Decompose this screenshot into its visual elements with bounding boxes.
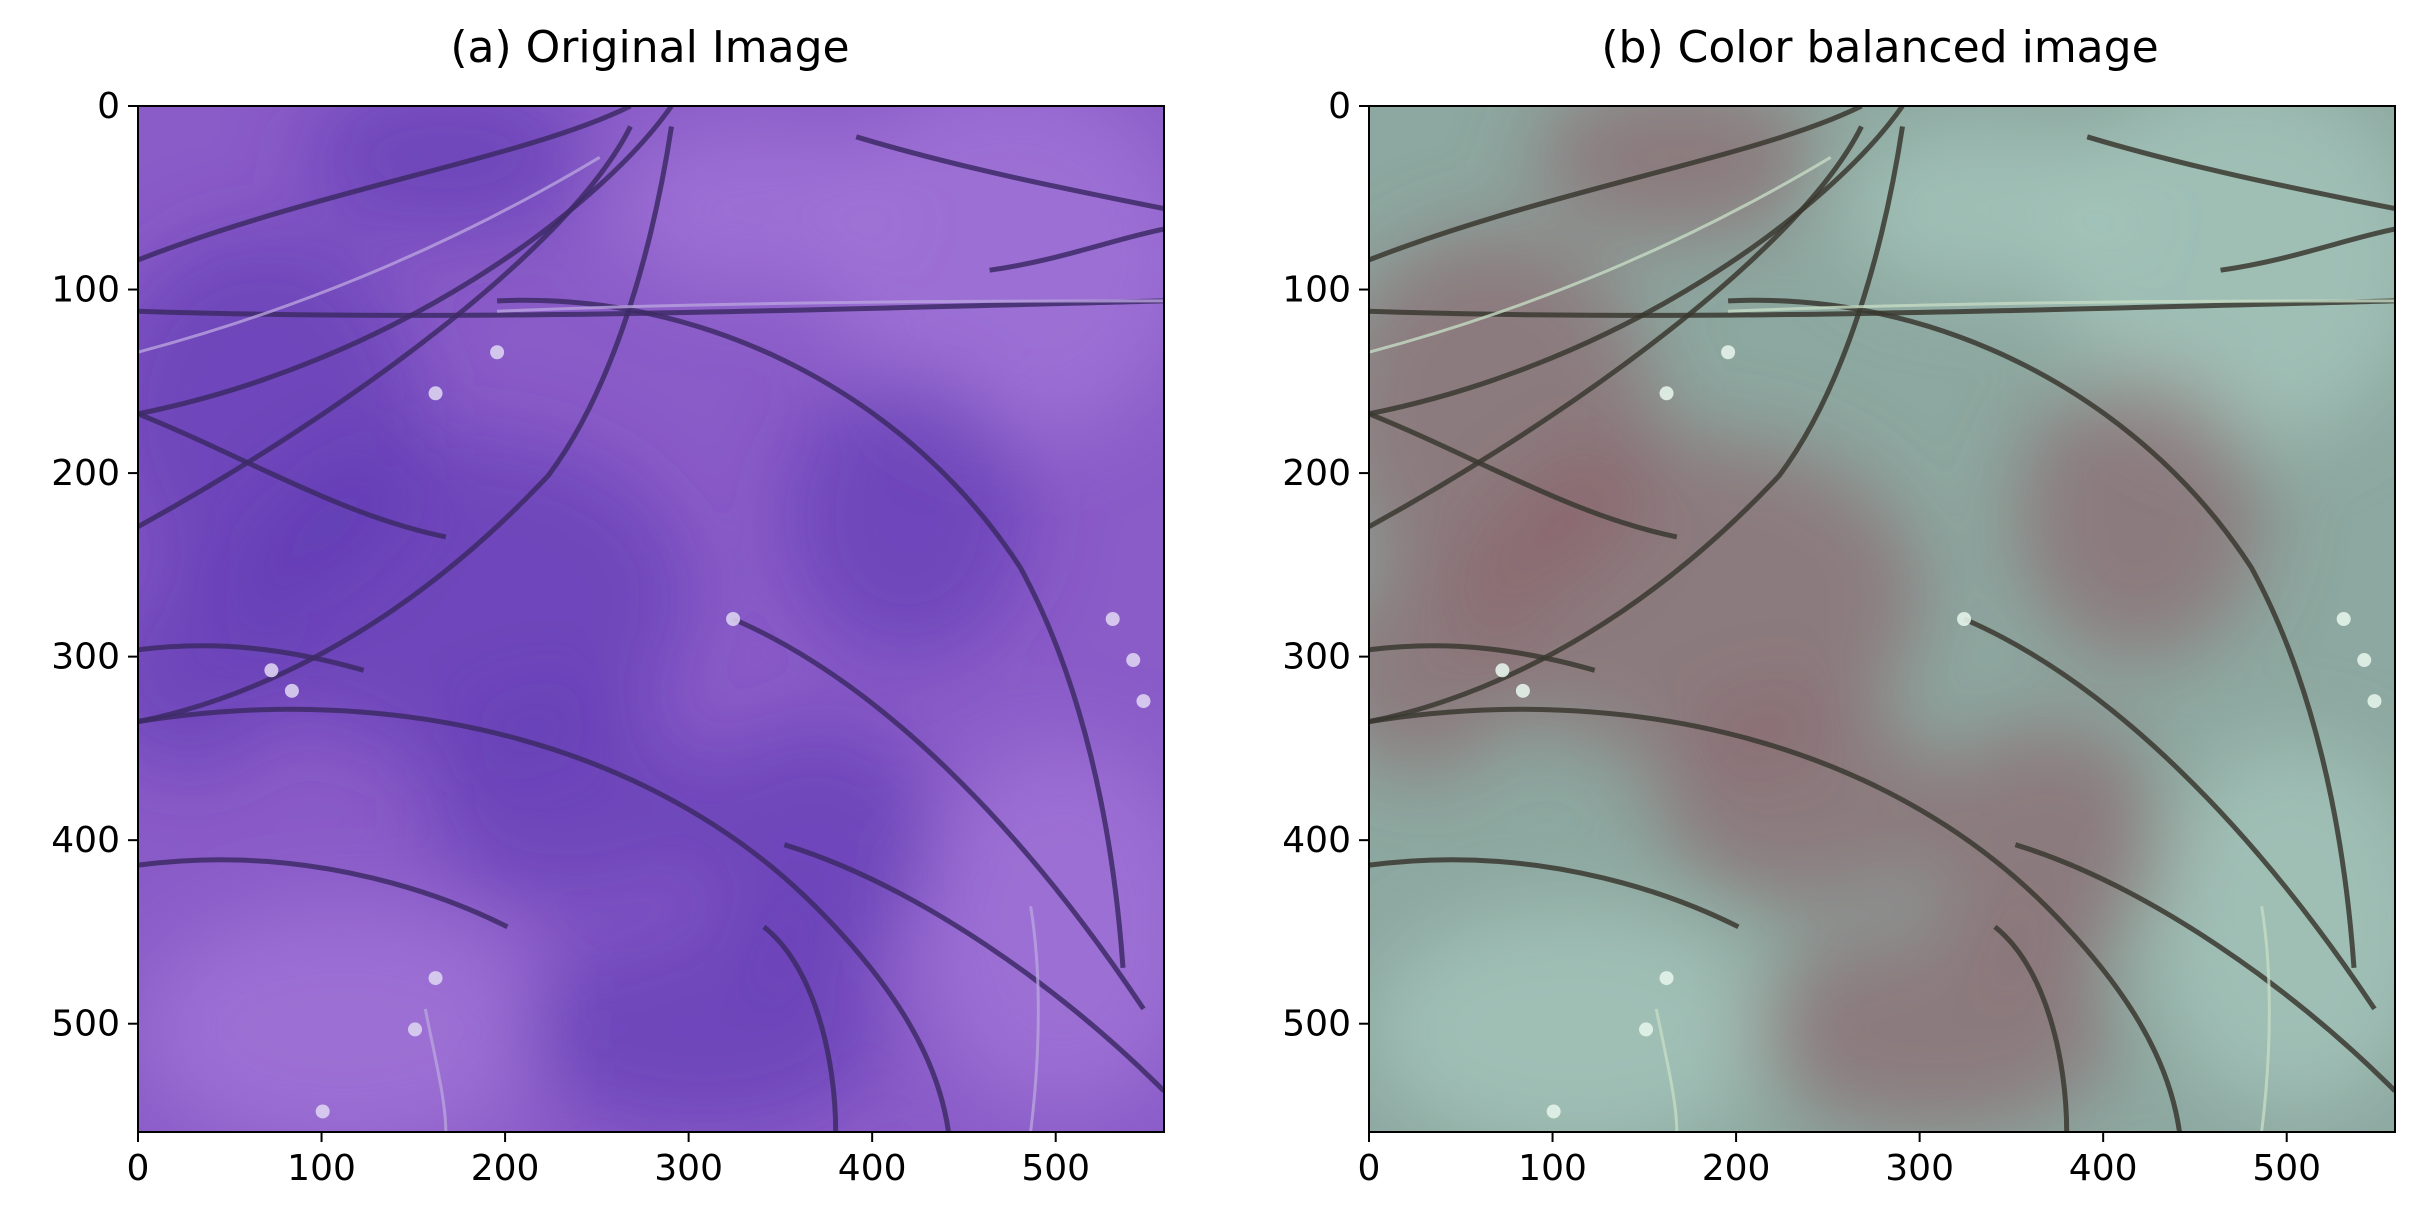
- x-tick-label: 300: [654, 1148, 723, 1189]
- speck: [408, 1022, 423, 1037]
- speck: [1721, 345, 1736, 360]
- speck: [1136, 694, 1151, 709]
- speck: [428, 971, 443, 986]
- speck: [2367, 694, 2382, 709]
- speck: [264, 663, 279, 678]
- hair-strand: [1369, 125, 1864, 529]
- speck: [1659, 386, 1674, 401]
- hair-strand: [138, 857, 509, 930]
- hair-strand: [1369, 643, 1596, 673]
- hair-strand: [989, 226, 1164, 273]
- hair-strand: [138, 156, 601, 354]
- speck: [315, 1104, 330, 1119]
- y-tick-label: 400: [51, 820, 120, 861]
- hair-strand: [1727, 297, 2357, 968]
- hair-strand: [138, 125, 633, 529]
- hair-strand: [732, 616, 1146, 1011]
- y-tick-label: 200: [51, 453, 120, 494]
- x-tick-label: 0: [127, 1148, 150, 1189]
- speck: [1957, 612, 1972, 626]
- hair-strand: [1993, 924, 2070, 1132]
- hair-strand: [1369, 298, 2395, 318]
- y-tick-label: 0: [97, 86, 120, 127]
- hair-strand: [1369, 126, 1905, 725]
- hair-strand: [1728, 299, 2395, 313]
- speck: [490, 345, 505, 360]
- hair-strand: [855, 134, 1164, 212]
- hair-strand: [138, 106, 632, 263]
- hair-strand: [138, 706, 951, 1132]
- speck: [2336, 612, 2351, 626]
- y-tick-label: 300: [51, 637, 120, 678]
- hair-strand: [1369, 156, 1832, 354]
- hair-strand: [496, 297, 1126, 968]
- hair-strand: [423, 1008, 448, 1132]
- hair-strand: [138, 643, 365, 673]
- hair-strand: [1029, 906, 1040, 1132]
- speck: [1495, 663, 1510, 678]
- x-tick-label: 100: [1518, 1148, 1587, 1189]
- x-tick-label: 100: [287, 1148, 356, 1189]
- y-tick-label: 100: [51, 270, 120, 311]
- x-tick-label: 200: [1702, 1148, 1771, 1189]
- y-tick-label: 0: [1328, 86, 1351, 127]
- hair-strand: [2086, 134, 2395, 212]
- x-tick-label: 500: [1021, 1148, 1090, 1189]
- axes-frame: [137, 105, 1165, 1133]
- hair-strand: [1369, 106, 1863, 263]
- image-balanced: [1369, 106, 2395, 1132]
- x-tick-label: 0: [1358, 1148, 1381, 1189]
- hair-strand: [1963, 616, 2377, 1011]
- hair-strand: [2220, 226, 2395, 273]
- hair-strand: [138, 126, 674, 725]
- hair-strand: [1369, 106, 1905, 417]
- x-tick-label: 300: [1885, 1148, 1954, 1189]
- speck: [1639, 1022, 1654, 1037]
- speck: [428, 386, 443, 401]
- speck: [1105, 612, 1120, 626]
- speck: [1126, 653, 1141, 668]
- image-original: [138, 106, 1164, 1132]
- hair-strand: [1369, 857, 1740, 930]
- y-tick-label: 500: [51, 1004, 120, 1045]
- hair-strand: [138, 298, 1164, 318]
- panel-title-original: (a) Original Image: [450, 22, 850, 73]
- speck: [726, 612, 741, 626]
- hair-strand: [2014, 842, 2395, 1093]
- hair-strand: [2260, 906, 2271, 1132]
- y-tick-label: 100: [1282, 270, 1351, 311]
- speck: [284, 683, 299, 698]
- hair-strand: [1654, 1008, 1679, 1132]
- x-tick-label: 400: [838, 1148, 907, 1189]
- speck: [1659, 971, 1674, 986]
- speck: [2357, 653, 2372, 668]
- axes-frame: [1368, 105, 2396, 1133]
- hair-strand: [783, 842, 1164, 1093]
- hair-strand: [1369, 706, 2182, 1132]
- x-tick-label: 200: [471, 1148, 540, 1189]
- speck: [1515, 683, 1530, 698]
- hair-strand: [138, 411, 447, 540]
- y-tick-label: 200: [1282, 453, 1351, 494]
- y-tick-label: 500: [1282, 1004, 1351, 1045]
- x-tick-label: 500: [2252, 1148, 2321, 1189]
- y-tick-label: 300: [1282, 637, 1351, 678]
- hair-strand: [138, 106, 674, 417]
- hair-strand: [1369, 411, 1678, 540]
- y-tick-label: 400: [1282, 820, 1351, 861]
- speck: [1546, 1104, 1561, 1119]
- hair-strand: [497, 299, 1164, 313]
- x-tick-label: 400: [2069, 1148, 2138, 1189]
- hair-strand: [762, 924, 839, 1132]
- panel-title-color-balanced: (b) Color balanced image: [1601, 22, 2159, 73]
